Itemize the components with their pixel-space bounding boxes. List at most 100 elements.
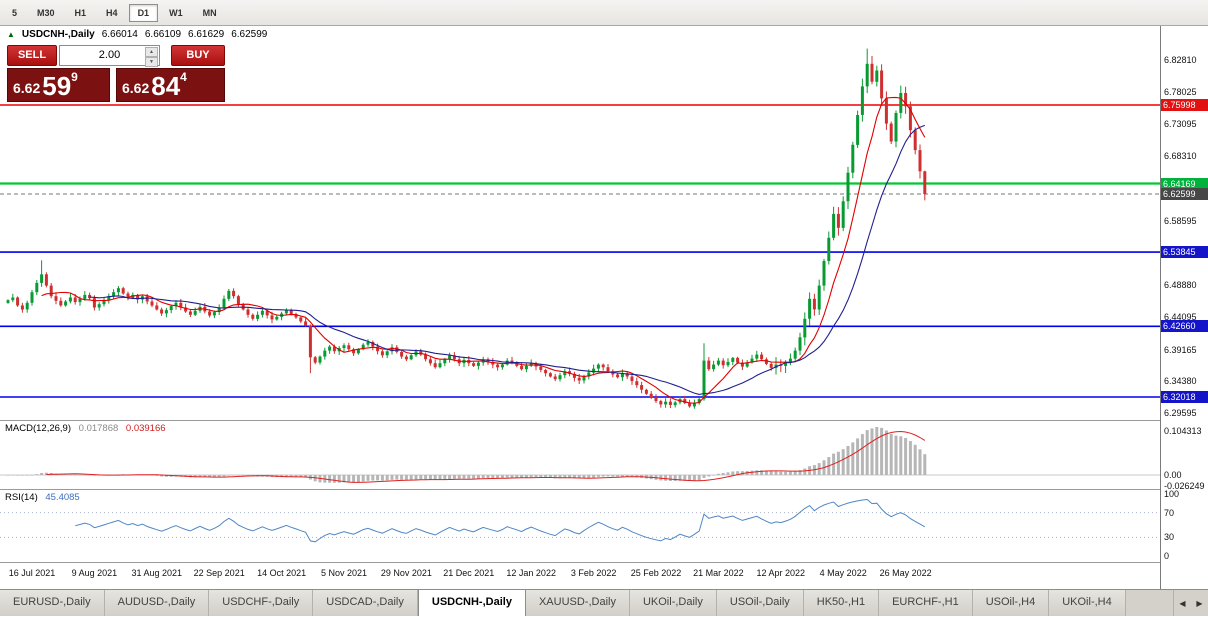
chart-region: ▲ USDCNH-,Daily 6.66014 6.66109 6.61629 … (0, 26, 1208, 589)
date-label: 29 Nov 2021 (380, 568, 432, 578)
tab-usdcnh-daily[interactable]: USDCNH-,Daily (417, 590, 526, 616)
macd-main-value: 0.017868 (78, 423, 119, 434)
one-click-trading-panel: SELL 2.00 ▲ ▼ BUY 6.62 (7, 45, 225, 102)
buy-price-display[interactable]: 6.62 84 4 (116, 68, 225, 102)
date-label: 21 Mar 2022 (693, 568, 744, 578)
scale-tick: 6.29595 (1164, 408, 1197, 419)
tab-ukoil-daily[interactable]: UKOil-,Daily (629, 590, 717, 616)
scale-tick: 100 (1164, 489, 1180, 499)
volume-decrease-button[interactable]: ▼ (145, 57, 158, 67)
date-label: 31 Aug 2021 (131, 568, 183, 578)
date-label: 5 Nov 2021 (320, 568, 368, 578)
tab-xauusd-daily[interactable]: XAUUSD-,Daily (525, 590, 630, 616)
date-label: 12 Jan 2022 (506, 568, 556, 578)
tab-eurchf-h1[interactable]: EURCHF-,H1 (879, 590, 973, 616)
date-label: 4 May 2022 (819, 568, 867, 578)
price-chart-pane[interactable]: ▲ USDCNH-,Daily 6.66014 6.66109 6.61629 … (0, 26, 1160, 421)
tab-eurusd-daily[interactable]: EURUSD-,Daily (0, 590, 105, 616)
open-value: 6.66014 (101, 29, 138, 40)
symbol-label: USDCNH-,Daily (21, 29, 95, 40)
macd-title: MACD(12,26,9) (5, 423, 71, 434)
scale-tick: 70 (1164, 507, 1175, 518)
low-value: 6.61629 (188, 29, 225, 40)
date-label: 22 Sep 2021 (193, 568, 245, 578)
time-axis[interactable]: 16 Jul 2021 9 Aug 2021 31 Aug 2021 22 Sep 2… (0, 563, 1160, 589)
timeframe-m30[interactable]: M30 (37, 7, 55, 18)
tab-usoil-daily[interactable]: USOil-,Daily (716, 590, 804, 616)
timeframe-w1[interactable]: W1 (169, 7, 183, 18)
price-badge: 6.62599 (1161, 187, 1208, 200)
volume-spinner[interactable]: 2.00 ▲ ▼ (59, 45, 160, 67)
tab-usdchf-daily[interactable]: USDCHF-,Daily (209, 590, 314, 616)
volume-increase-button[interactable]: ▲ (145, 47, 158, 57)
macd-chart[interactable] (0, 421, 1160, 489)
scale-tick: 6.39165 (1164, 344, 1197, 355)
scale-tick: 6.58595 (1164, 215, 1197, 226)
sell-price-main: 59 (42, 71, 72, 101)
symbol-tabs-bar: EURUSD-,Daily AUDUSD-,Daily USDCHF-,Daily U… (0, 589, 1208, 616)
date-label: 12 Apr 2022 (756, 568, 806, 578)
scale-tick: 6.73095 (1164, 119, 1197, 130)
tab-hk50-h1[interactable]: HK50-,H1 (803, 590, 880, 616)
price-badge: 6.75998 (1161, 99, 1208, 111)
scale-tick: -0.026249 (1164, 481, 1205, 491)
scale-tick: 6.78025 (1164, 86, 1197, 97)
scale-tick: 6.44095 (1164, 311, 1197, 322)
timeframe-h1[interactable]: H1 (74, 7, 87, 18)
scale-tick: 0 (1164, 551, 1170, 561)
timeframe-buttons: 5 M30 H1 H4 D1 W1 MN (2, 0, 227, 25)
price-badge: 6.64169 (1161, 177, 1208, 190)
date-label: 9 Aug 2021 (71, 568, 118, 578)
scale-tick: 0.104313 (1164, 426, 1202, 436)
tabs-scroll-right-button[interactable]: ▶ (1196, 598, 1203, 608)
sell-price-big: 6.62 (13, 80, 41, 96)
sell-button[interactable]: SELL (7, 45, 57, 66)
timeframe-d1[interactable]: D1 (128, 3, 159, 22)
timeframe-mn[interactable]: MN (202, 7, 217, 18)
price-badge: 6.42660 (1161, 320, 1208, 333)
tab-usdcad-daily[interactable]: USDCAD-,Daily (313, 590, 418, 616)
tabs-navigation: ◀ ▶ (1173, 590, 1208, 616)
date-label: 3 Feb 2022 (570, 568, 617, 578)
date-label: 14 Oct 2021 (257, 568, 307, 578)
scale-tick: 0.00 (1164, 470, 1182, 480)
rsi-chart[interactable] (0, 490, 1160, 562)
date-label: 21 Dec 2021 (443, 568, 495, 578)
price-scale[interactable]: 6.82810 6.78025 6.73095 6.68310 6.58595 6.488… (1160, 26, 1208, 589)
date-label: 25 Feb 2022 (630, 568, 682, 578)
timeframe-5[interactable]: 5 (12, 7, 18, 18)
rsi-label: RSI(14) 45.4085 (5, 492, 80, 503)
macd-label: MACD(12,26,9) 0.017868 0.039166 (5, 423, 166, 434)
quote-header: ▲ USDCNH-,Daily 6.66014 6.66109 6.61629 … (7, 29, 267, 40)
price-badge: 6.53845 (1161, 246, 1208, 259)
scale-tick: 30 (1164, 532, 1175, 543)
price-badge: 6.32018 (1161, 390, 1208, 403)
buy-price-big: 6.62 (122, 80, 150, 96)
tab-ukoil-h4[interactable]: UKOil-,H4 (1049, 590, 1126, 616)
candlestick-chart[interactable] (0, 26, 1160, 420)
macd-indicator-pane[interactable]: MACD(12,26,9) 0.017868 0.039166 (0, 421, 1160, 490)
direction-up-icon: ▲ (7, 30, 15, 39)
scale-tick: 6.82810 (1164, 54, 1197, 65)
timeframe-toolbar: 5 M30 H1 H4 D1 W1 MN (0, 0, 1208, 26)
chart-column: ▲ USDCNH-,Daily 6.66014 6.66109 6.61629 … (0, 26, 1160, 589)
tab-usoil-h4[interactable]: USOil-,H4 (972, 590, 1050, 616)
scale-tick: 6.48880 (1164, 280, 1197, 291)
buy-price-sup: 4 (180, 70, 187, 84)
volume-spin-buttons: ▲ ▼ (145, 47, 158, 67)
tabs-scroll-left-button[interactable]: ◀ (1179, 598, 1186, 608)
symbol-tabs: EURUSD-,Daily AUDUSD-,Daily USDCHF-,Daily U… (0, 590, 1126, 616)
tab-audusd-daily[interactable]: AUDUSD-,Daily (104, 590, 210, 616)
date-label: 26 May 2022 (879, 568, 932, 578)
date-label: 16 Jul 2021 (8, 568, 56, 578)
sell-price-display[interactable]: 6.62 59 9 (7, 68, 110, 102)
timeframe-h4[interactable]: H4 (106, 7, 118, 18)
volume-value[interactable]: 2.00 (98, 49, 121, 61)
rsi-value: 45.4085 (45, 492, 80, 503)
high-value: 6.66109 (144, 29, 182, 40)
rsi-title: RSI(14) (5, 492, 38, 503)
macd-signal-value: 0.039166 (125, 423, 166, 434)
buy-button[interactable]: BUY (171, 45, 225, 66)
rsi-indicator-pane[interactable]: RSI(14) 45.4085 (0, 490, 1160, 563)
